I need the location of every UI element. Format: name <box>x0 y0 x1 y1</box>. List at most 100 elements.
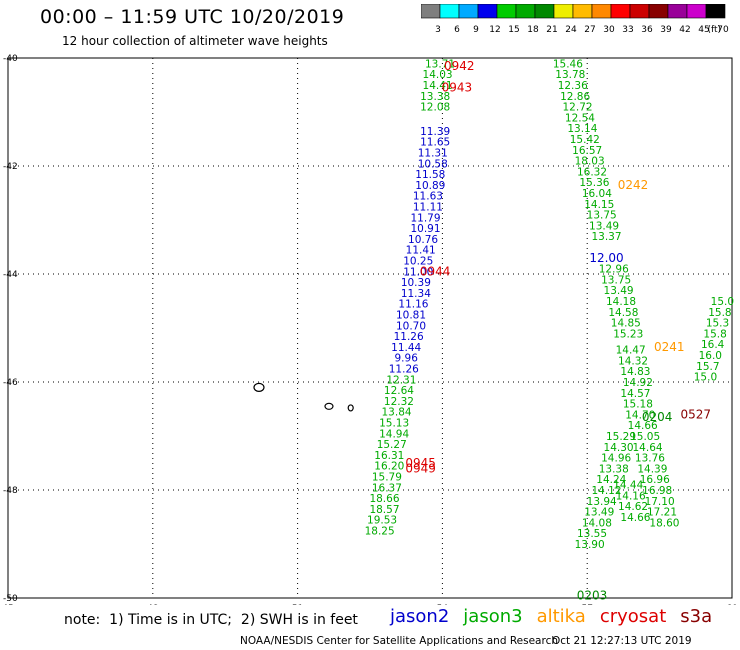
legend-label: 33 <box>622 25 633 35</box>
swh-value-label: 13.71 <box>425 58 455 70</box>
swh-value-label: 11.39 <box>420 126 450 138</box>
swh-value-label: 14.57 <box>620 388 650 400</box>
swh-value-label: 14.32 <box>618 355 648 367</box>
swh-value-label: 10.58 <box>418 158 448 170</box>
swh-value-label: 13.49 <box>604 285 634 297</box>
legend-label: 39 <box>660 25 672 35</box>
swh-value-label: 14.12 <box>591 485 621 497</box>
swh-value-label: 15.3 <box>706 318 729 330</box>
swh-value-label: 14.66 <box>628 420 658 432</box>
swh-value-label: 15.46 <box>553 58 583 70</box>
legend-label: 36 <box>641 25 653 35</box>
swh-value-label: 13.78 <box>555 69 585 81</box>
chart-title: 00:00 – 11:59 UTC 10/20/2019 <box>40 6 345 28</box>
swh-value-label: 10.70 <box>396 320 426 332</box>
swh-value-label: 14.62 <box>618 501 648 513</box>
swh-value-label: 11.16 <box>398 299 428 311</box>
swh-value-label: 16.37 <box>372 482 402 494</box>
legend-label: 15 <box>508 25 519 35</box>
swh-value-label: 11.34 <box>401 288 431 300</box>
swh-value-label: 15.13 <box>379 418 409 430</box>
x-tick-label: 45 <box>2 604 13 605</box>
swh-value-label: 14.58 <box>608 307 638 319</box>
swh-value-label: 17.10 <box>645 496 675 508</box>
satellite-legend-cryosat: cryosat <box>599 606 667 627</box>
x-tick-label: 60 <box>726 604 738 605</box>
swh-value-label: 15.79 <box>372 472 402 484</box>
swh-value-label: 15.29 <box>606 431 636 443</box>
swh-value-label: 16.20 <box>374 461 404 473</box>
swh-value-label: 19.53 <box>367 515 397 527</box>
swh-value-label: 15.27 <box>377 439 407 451</box>
swh-value-label: 14.70 <box>625 409 655 421</box>
swh-value-label: 13.55 <box>577 528 607 540</box>
swh-value-label: 12.31 <box>386 374 416 386</box>
swh-value-label: 16.57 <box>572 145 602 157</box>
footer-timestamp: Oct 21 12:27:13 UTC 2019 <box>552 635 692 647</box>
note-text: note: 1) Time is in UTC; 2) SWH is in fe… <box>64 612 358 628</box>
swh-value-label: 13.76 <box>635 453 665 465</box>
swh-value-label: 15.8 <box>703 328 726 340</box>
swh-value-label: 14.94 <box>379 428 409 440</box>
swh-value-label: 12.54 <box>565 112 595 124</box>
swh-value-label: 14.15 <box>584 199 614 211</box>
swh-value-label: 15.23 <box>613 328 643 340</box>
swh-value-label: 12.36 <box>558 80 588 92</box>
legend-label: 18 <box>527 25 539 35</box>
swh-value-label: 18.60 <box>649 517 679 529</box>
pass-time-label: 0241 <box>654 340 685 354</box>
swh-value-label: 11.65 <box>420 137 450 149</box>
swh-value-label: 15.42 <box>570 134 600 146</box>
swh-value-label: 12.64 <box>384 385 414 397</box>
swh-value-label: 9.96 <box>395 353 419 365</box>
island-outline <box>347 404 354 412</box>
legend-label: 9 <box>473 25 479 35</box>
swh-value-label: 17.21 <box>647 507 677 519</box>
x-tick-label: 54 <box>437 604 449 605</box>
swh-value-label: 10.89 <box>415 180 445 192</box>
pass-time-label: 0943 <box>442 81 473 95</box>
swh-value-label: 16.31 <box>374 450 404 462</box>
swh-value-label: 14.92 <box>623 377 653 389</box>
swh-value-label: 15.0 <box>711 296 734 308</box>
pass-time-label: 0242 <box>618 178 649 192</box>
swh-value-label: 16.96 <box>640 474 670 486</box>
legend-label: 45 <box>698 25 709 35</box>
swh-value-label: 16.32 <box>577 166 607 178</box>
x-tick-label: 51 <box>292 604 303 605</box>
swh-value-label: 10.81 <box>396 310 426 322</box>
legend-label: 27 <box>584 25 595 35</box>
swh-value-label: 11.63 <box>413 191 443 203</box>
swh-value-label: 18.25 <box>365 526 395 538</box>
swh-value-label: 10.76 <box>408 234 438 246</box>
island-outline <box>253 382 265 392</box>
swh-value-label: 14.03 <box>423 69 453 81</box>
swh-value-label: 14.66 <box>620 512 650 524</box>
swh-value-label: 15.0 <box>694 372 717 384</box>
pass-time-label: 0204 <box>642 410 673 424</box>
swh-value-label: 15.7 <box>696 361 719 373</box>
swh-value-label: 14.18 <box>606 296 636 308</box>
pass-time-label: 0949 <box>405 461 436 475</box>
legend-label: 21 <box>546 25 557 35</box>
swh-value-label: 14.30 <box>604 442 634 454</box>
legend-label: 70 <box>717 25 729 35</box>
pass-time-label: 0942 <box>444 59 475 73</box>
swh-value-label: 13.14 <box>567 123 597 135</box>
legend-label: 30 <box>603 25 615 35</box>
swh-value-label: 12.96 <box>599 264 629 276</box>
legend-label: 42 <box>679 25 690 35</box>
swh-value-label: 13.90 <box>575 539 605 551</box>
y-tick-label: -40 <box>3 54 18 64</box>
swh-value-label: 11.00 <box>403 266 433 278</box>
pass-time-label: 0944 <box>420 264 451 278</box>
swh-value-label: 13.75 <box>601 274 631 286</box>
color-legend: 3 6 9 12 15 18 21 24 27 30 33 36 39 42 45 70(ft) <box>421 4 729 35</box>
swh-value-label: 13.49 <box>584 507 614 519</box>
swh-value-label: 18.66 <box>369 493 399 505</box>
swh-value-label: 15.05 <box>630 431 660 443</box>
pass-time-label: 0945 <box>405 456 436 470</box>
swh-value-label: 11.41 <box>406 245 436 257</box>
swh-value-label: 10.91 <box>410 223 440 235</box>
swh-value-label: 14.24 <box>596 474 626 486</box>
